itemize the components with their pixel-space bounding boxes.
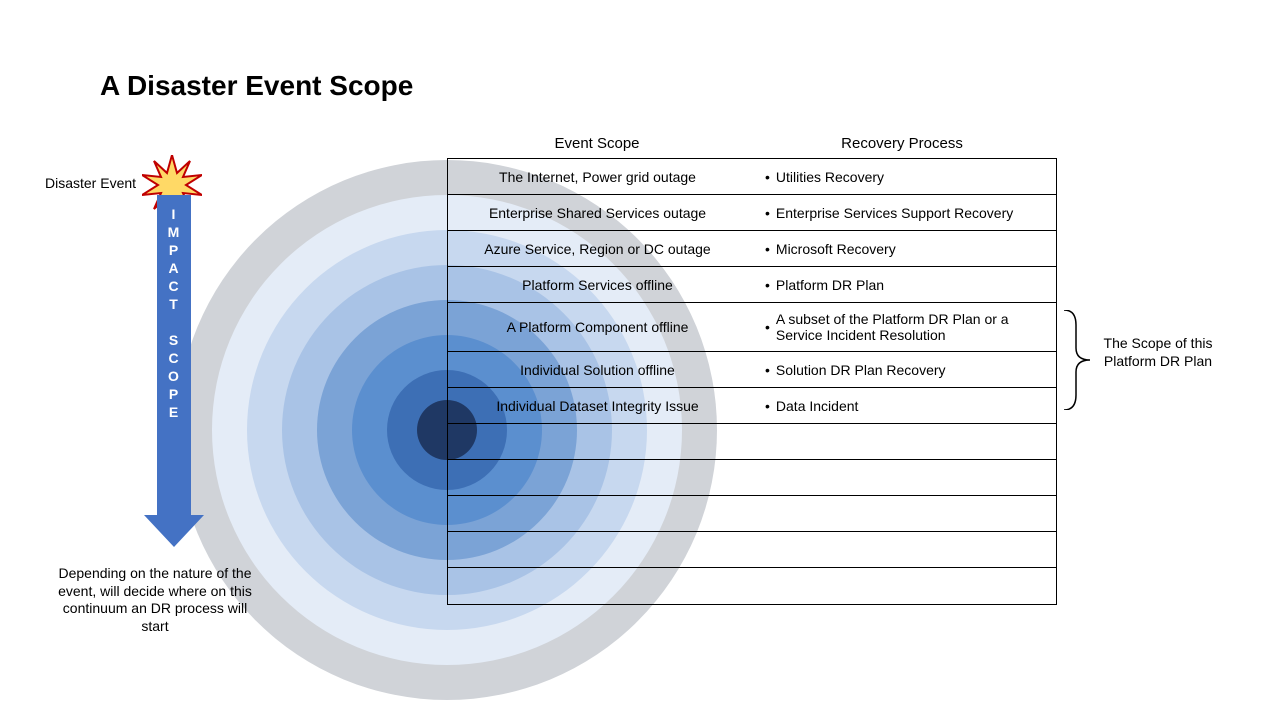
table-body: The Internet, Power grid outage•Utilitie… <box>447 158 1057 605</box>
table-row: Enterprise Shared Services outage•Enterp… <box>448 195 1056 231</box>
table-row: Individual Dataset Integrity Issue•Data … <box>448 388 1056 424</box>
continuum-caption: Depending on the nature of the event, wi… <box>55 565 255 635</box>
recovery-process-cell: •Enterprise Services Support Recovery <box>747 195 1056 230</box>
table-row-empty <box>448 460 1056 496</box>
table-row-empty <box>448 496 1056 532</box>
table-headers: Event Scope Recovery Process <box>447 135 1057 152</box>
disaster-event-label: Disaster Event <box>45 175 136 191</box>
table-row: Azure Service, Region or DC outage•Micro… <box>448 231 1056 267</box>
arrow-shaft: IMPACT SCOPE <box>157 195 191 515</box>
recovery-process-cell: •A subset of the Platform DR Plan or a S… <box>747 303 1056 351</box>
event-scope-cell: Individual Dataset Integrity Issue <box>448 388 747 423</box>
recovery-process-cell: •Platform DR Plan <box>747 267 1056 302</box>
scope-brace-label: The Scope of this Platform DR Plan <box>1098 335 1218 370</box>
event-scope-cell: Platform Services offline <box>448 267 747 302</box>
header-recovery-process: Recovery Process <box>747 135 1057 152</box>
scope-table: Event Scope Recovery Process The Interne… <box>447 135 1057 605</box>
table-row-empty <box>448 532 1056 568</box>
recovery-process-cell: •Utilities Recovery <box>747 159 1056 194</box>
impact-scope-arrow: IMPACT SCOPE <box>144 195 204 555</box>
event-scope-cell: Individual Solution offline <box>448 352 747 387</box>
recovery-process-cell: •Microsoft Recovery <box>747 231 1056 266</box>
table-row: The Internet, Power grid outage•Utilitie… <box>448 159 1056 195</box>
event-scope-cell: The Internet, Power grid outage <box>448 159 747 194</box>
table-row: A Platform Component offline•A subset of… <box>448 303 1056 352</box>
recovery-process-cell: •Solution DR Plan Recovery <box>747 352 1056 387</box>
page-title: A Disaster Event Scope <box>100 70 413 102</box>
header-event-scope: Event Scope <box>447 135 747 152</box>
table-row-empty <box>448 568 1056 604</box>
table-row-empty <box>448 424 1056 460</box>
event-scope-cell: Enterprise Shared Services outage <box>448 195 747 230</box>
recovery-process-cell: •Data Incident <box>747 388 1056 423</box>
event-scope-cell: A Platform Component offline <box>448 303 747 351</box>
table-row: Individual Solution offline•Solution DR … <box>448 352 1056 388</box>
event-scope-cell: Azure Service, Region or DC outage <box>448 231 747 266</box>
scope-brace-icon <box>1062 310 1092 410</box>
arrow-head-icon <box>144 515 204 547</box>
table-row: Platform Services offline•Platform DR Pl… <box>448 267 1056 303</box>
